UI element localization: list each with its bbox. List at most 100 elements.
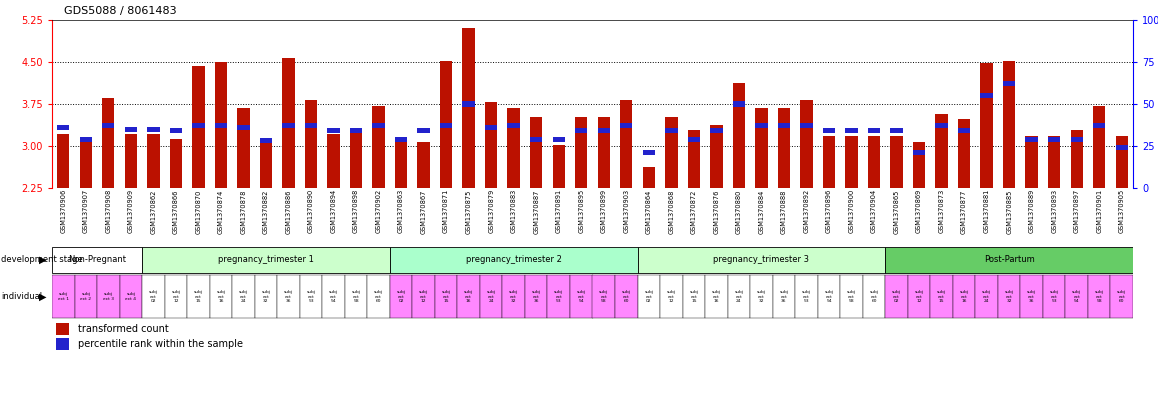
Text: subj
ect 3: subj ect 3	[103, 292, 113, 301]
Text: transformed count: transformed count	[78, 324, 169, 334]
Bar	[417, 129, 430, 133]
Text: subj
ect
60: subj ect 60	[870, 290, 879, 303]
Text: GSM1370865: GSM1370865	[894, 189, 900, 233]
Bar	[1070, 137, 1083, 142]
Text: GSM1370904: GSM1370904	[871, 189, 877, 233]
Bar	[598, 129, 610, 133]
Bar	[998, 275, 1020, 318]
Bar	[97, 275, 119, 318]
Bar	[710, 125, 723, 188]
Bar	[412, 275, 435, 318]
Bar	[688, 130, 701, 188]
Bar	[457, 275, 479, 318]
Bar	[142, 248, 390, 273]
Bar	[913, 141, 925, 188]
Text: subj
ect
32: subj ect 32	[262, 290, 271, 303]
Bar	[507, 123, 520, 129]
Bar	[823, 129, 835, 133]
Text: GSM1370901: GSM1370901	[1097, 189, 1102, 233]
Bar	[57, 338, 69, 350]
Bar	[170, 129, 182, 133]
Text: subj
ect
60: subj ect 60	[1117, 290, 1127, 303]
Bar	[665, 117, 677, 188]
Bar	[1111, 275, 1133, 318]
Text: subj
ect
02: subj ect 02	[396, 290, 405, 303]
Text: GSM1370896: GSM1370896	[826, 189, 831, 233]
Text: subj
ect
16: subj ect 16	[217, 290, 226, 303]
Bar	[57, 134, 69, 188]
Bar	[259, 138, 272, 143]
Text: GDS5088 / 8061483: GDS5088 / 8061483	[64, 6, 176, 16]
Text: subj
ect
12: subj ect 12	[667, 290, 676, 303]
Text: subj
ect
36: subj ect 36	[1027, 290, 1036, 303]
Text: subj
ect
02: subj ect 02	[149, 290, 157, 303]
Bar	[1089, 275, 1111, 318]
Bar	[525, 275, 548, 318]
Bar	[1020, 275, 1043, 318]
Bar	[170, 139, 182, 188]
Bar	[863, 275, 885, 318]
Bar	[373, 106, 384, 188]
Bar	[440, 123, 453, 129]
Text: GSM1370864: GSM1370864	[646, 189, 652, 233]
Bar	[479, 275, 503, 318]
Bar	[164, 275, 188, 318]
Text: GSM1370892: GSM1370892	[804, 189, 809, 233]
Text: subj
ect
24: subj ect 24	[239, 290, 248, 303]
Bar	[891, 136, 903, 188]
Bar	[440, 61, 453, 188]
Bar	[80, 137, 91, 142]
Text: subj
ect
02: subj ect 02	[892, 290, 901, 303]
Bar	[237, 125, 250, 130]
Bar	[841, 275, 863, 318]
Text: GSM1370866: GSM1370866	[173, 189, 178, 233]
Text: GSM1370878: GSM1370878	[241, 189, 247, 233]
Bar	[1048, 137, 1061, 142]
Bar	[57, 125, 69, 130]
Text: GSM1370890: GSM1370890	[308, 189, 314, 233]
Bar	[277, 275, 300, 318]
Text: GSM1370873: GSM1370873	[939, 189, 945, 233]
Bar	[885, 248, 1133, 273]
Text: GSM1370907: GSM1370907	[82, 189, 89, 233]
Bar	[102, 98, 115, 188]
Text: GSM1370867: GSM1370867	[420, 189, 426, 233]
Text: GSM1370870: GSM1370870	[196, 189, 201, 233]
Text: subj
ect
16: subj ect 16	[960, 290, 968, 303]
Text: GSM1370881: GSM1370881	[983, 189, 990, 233]
Text: subj
ect
32: subj ect 32	[510, 290, 518, 303]
Bar	[350, 130, 362, 188]
Text: GSM1370908: GSM1370908	[105, 189, 111, 233]
Text: GSM1370900: GSM1370900	[849, 189, 855, 233]
Bar	[503, 275, 525, 318]
Text: GSM1370863: GSM1370863	[398, 189, 404, 233]
Bar	[507, 108, 520, 188]
Bar	[665, 129, 677, 133]
Bar	[576, 129, 587, 133]
Bar	[214, 123, 227, 129]
Bar	[1093, 123, 1106, 129]
Bar	[975, 275, 998, 318]
Bar	[778, 123, 790, 129]
Bar	[322, 275, 345, 318]
Text: subj
ect
32: subj ect 32	[1005, 290, 1013, 303]
Text: GSM1370886: GSM1370886	[286, 189, 292, 233]
Bar	[373, 123, 384, 129]
Bar	[593, 275, 615, 318]
Bar	[52, 275, 74, 318]
Text: GSM1370862: GSM1370862	[151, 189, 156, 233]
Bar	[1003, 61, 1016, 188]
Text: GSM1370869: GSM1370869	[916, 189, 922, 233]
Text: pregnancy_trimester 3: pregnancy_trimester 3	[713, 255, 809, 264]
Text: subj
ect
36: subj ect 36	[779, 290, 789, 303]
Text: pregnancy_trimester 1: pregnancy_trimester 1	[218, 255, 314, 264]
Text: subj
ect
12: subj ect 12	[419, 290, 428, 303]
Bar	[660, 275, 682, 318]
Bar	[1070, 130, 1083, 188]
Text: subj
ect 2: subj ect 2	[80, 292, 91, 301]
Bar	[1003, 81, 1016, 86]
Bar	[796, 275, 818, 318]
Text: GSM1370871: GSM1370871	[444, 189, 449, 233]
Text: subj
ect
54: subj ect 54	[329, 290, 338, 303]
Text: ▶: ▶	[38, 255, 46, 265]
